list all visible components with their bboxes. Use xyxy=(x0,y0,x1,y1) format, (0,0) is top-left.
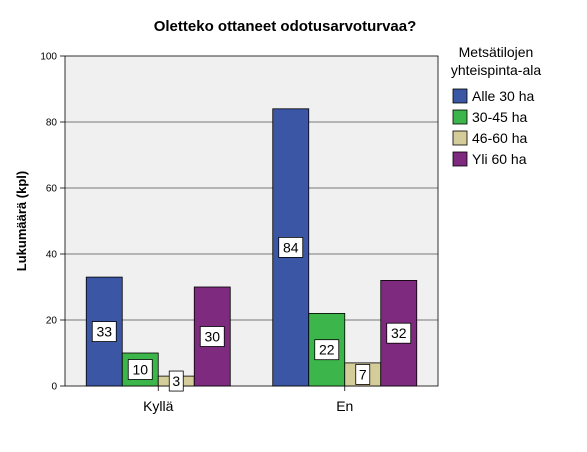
legend-swatch xyxy=(452,88,468,104)
data-label: 10 xyxy=(132,362,148,378)
legend-title-line-2: yhteispinta-ala xyxy=(451,62,541,78)
data-label-box xyxy=(91,321,117,342)
legend-label: 30-45 ha xyxy=(472,109,527,125)
legend: Metsätilojen yhteispinta-ala Alle 30 ha 3… xyxy=(451,44,541,167)
data-label: 7 xyxy=(359,366,367,382)
y-tick-label: 40 xyxy=(46,250,58,261)
chart-title: Oletteko ottaneet odotusarvoturvaa? xyxy=(154,18,417,35)
gridlines xyxy=(65,121,438,321)
data-label-box xyxy=(127,359,153,380)
legend-label: Yli 60 ha xyxy=(472,151,527,167)
legend-title-line-1: Metsätilojen xyxy=(459,44,534,60)
x-category-label: En xyxy=(336,398,353,414)
legend-swatch xyxy=(452,151,468,167)
y-tick-label: 0 xyxy=(51,382,57,393)
y-tick-label: 20 xyxy=(46,316,58,327)
data-label-box xyxy=(199,326,225,347)
data-label-box xyxy=(168,370,184,392)
y-tick-label: 80 xyxy=(46,118,58,129)
y-tick-label: 100 xyxy=(40,52,57,63)
data-label: 32 xyxy=(391,325,407,341)
legend-label: 46-60 ha xyxy=(472,130,527,146)
data-label-box xyxy=(355,364,371,385)
data-label: 22 xyxy=(319,342,335,358)
data-label: 3 xyxy=(172,373,180,389)
x-axis: Kyllä En xyxy=(143,386,353,414)
legend-label: Alle 30 ha xyxy=(472,88,534,104)
y-tick-label: 60 xyxy=(46,184,58,195)
data-label-box xyxy=(314,339,340,361)
legend-swatch xyxy=(452,109,468,125)
data-label-box xyxy=(278,236,304,258)
bars: 33 10 3 30 84 22 7 32 xyxy=(85,108,418,392)
legend-swatch xyxy=(452,130,468,146)
x-category-label: Kyllä xyxy=(143,398,174,414)
y-axis: 0 20 40 60 80 100 xyxy=(40,52,65,393)
plot-area xyxy=(64,55,439,387)
data-label-box xyxy=(386,322,412,344)
data-label: 30 xyxy=(204,329,220,345)
y-axis-label: Lukumäärä (kpl) xyxy=(14,171,29,271)
data-label: 84 xyxy=(283,239,299,255)
data-label: 33 xyxy=(96,324,112,340)
